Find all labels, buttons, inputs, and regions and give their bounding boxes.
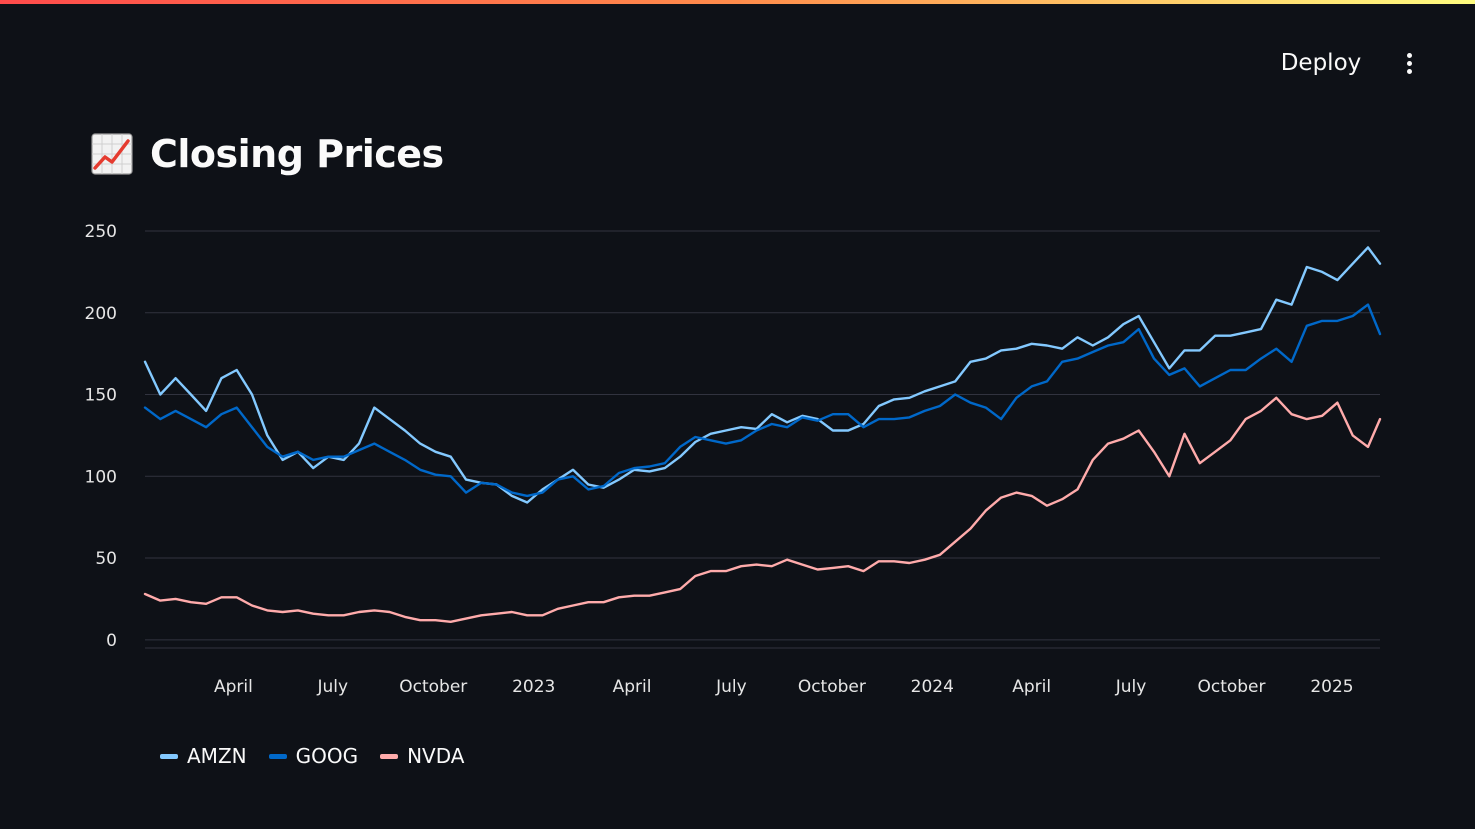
x-axis: April July October 2023 April July October 2024… [214, 677, 1354, 697]
y-tick-label: 0 [106, 631, 117, 651]
legend-label: AMZN [187, 744, 247, 768]
grid-lines [145, 230, 1380, 649]
x-tick-label: 2025 [1310, 677, 1353, 697]
legend-item-amzn[interactable]: AMZN [160, 744, 247, 768]
y-tick-label: 250 [85, 222, 117, 242]
page-header: Closing Prices [90, 132, 444, 176]
series-line-amzn [143, 246, 1382, 504]
legend-label: NVDA [407, 744, 465, 768]
chart-legend: AMZN GOOG NVDA [160, 744, 486, 768]
x-tick-label: July [317, 677, 349, 697]
legend-item-nvda[interactable]: NVDA [380, 744, 464, 768]
x-tick-label: October [399, 677, 467, 697]
x-tick-label: April [214, 677, 253, 697]
x-tick-label: April [613, 677, 652, 697]
x-tick-label: July [1115, 677, 1147, 697]
y-tick-label: 100 [85, 467, 117, 487]
series-line-nvda [143, 396, 1382, 623]
kebab-menu-icon[interactable] [1392, 44, 1426, 82]
x-tick-label: October [798, 677, 866, 697]
legend-swatch [268, 753, 287, 759]
legend-swatch [160, 753, 178, 759]
legend-label: GOOG [295, 744, 359, 768]
y-tick-label: 50 [95, 549, 117, 569]
x-tick-label: July [715, 677, 747, 697]
deploy-button[interactable]: Deploy [1266, 44, 1376, 82]
page-title: Closing Prices [150, 132, 444, 176]
series-line-goog [143, 303, 1382, 498]
series-lines [143, 246, 1382, 623]
y-axis: 0 50 100 150 200 250 [85, 222, 117, 651]
chart-increasing-icon [91, 133, 133, 175]
y-tick-label: 150 [85, 386, 117, 406]
y-tick-label: 200 [85, 304, 117, 324]
x-tick-label: April [1012, 677, 1051, 697]
top-decoration-bar [0, 0, 1475, 4]
legend-item-goog[interactable]: GOOG [268, 744, 359, 768]
legend-swatch [380, 753, 399, 759]
x-tick-label: October [1197, 677, 1265, 697]
x-tick-label: 2023 [512, 677, 555, 697]
x-tick-label: 2024 [911, 677, 954, 697]
